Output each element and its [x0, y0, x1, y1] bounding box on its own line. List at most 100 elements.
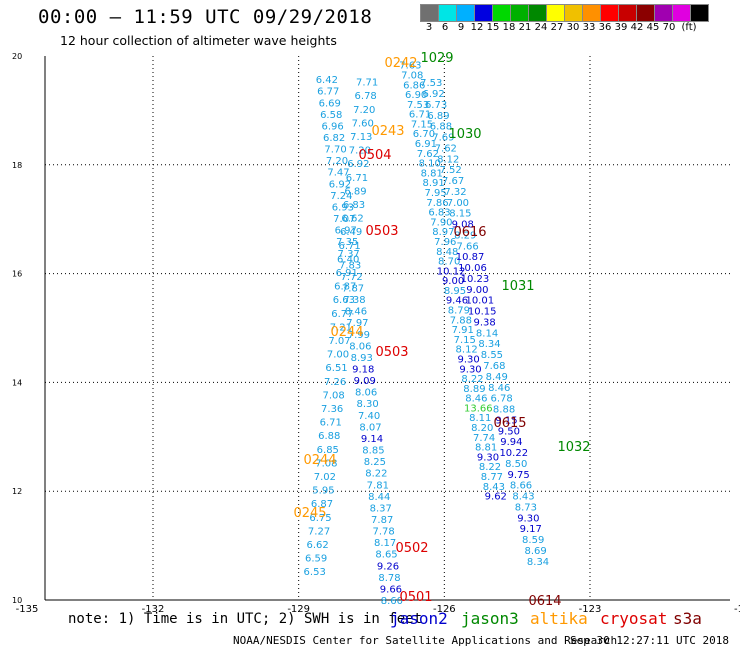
wave-height-value: 6.97 [335, 226, 357, 237]
wave-height-value: 8.12 [437, 154, 459, 165]
wave-height-value: 7.87 [342, 283, 364, 294]
wave-height-value: 7.66 [457, 241, 479, 252]
wave-height-value: 8.22 [365, 469, 387, 480]
wave-height-value: 7.20 [349, 146, 371, 157]
wave-height-value: 13.66 [464, 403, 493, 414]
colorbar-tick-label: 21 [518, 22, 532, 33]
wave-height-value: 8.34 [478, 339, 500, 350]
wave-height-value: 8.48 [436, 247, 458, 258]
wave-height-value: 9.30 [477, 452, 499, 463]
pass-label: 0244 [330, 325, 363, 340]
wave-height-value: 8.55 [481, 350, 503, 361]
wave-height-value: 7.35 [336, 237, 358, 248]
wave-height-value: 8.15 [449, 209, 471, 220]
wave-height-value: 6.53 [304, 567, 326, 578]
wave-height-value: 6.92 [329, 179, 351, 190]
wave-height-value: 6.82 [323, 133, 345, 144]
wave-height-value: 6.71 [409, 110, 431, 121]
pass-label: 0503 [375, 345, 408, 360]
wave-height-value: 6.71 [339, 241, 361, 252]
wave-height-value: 5.95 [312, 486, 334, 497]
wave-height-value: 7.20 [326, 156, 348, 167]
wave-height-value: 6.85 [317, 445, 339, 456]
footer-note: note: 1) Time is in UTC; 2) SWH is in fe… [68, 611, 423, 627]
colorbar-tick-label: 15 [486, 22, 500, 33]
wave-height-value: 8.50 [505, 459, 527, 470]
wave-height-value: 8.06 [355, 388, 377, 399]
colorbar-tick-label: 33 [582, 22, 596, 33]
wave-height-value: 9.15 [495, 415, 517, 426]
wave-height-value: 6.83 [343, 200, 365, 211]
x-tick-label: -120 [734, 604, 740, 615]
wave-height-value: 10.23 [461, 274, 490, 285]
wave-height-value: 7.95 [424, 188, 446, 199]
wave-height-value: 7.07 [333, 214, 355, 225]
wave-height-value: 7.15 [454, 335, 476, 346]
wave-height-value: 6.42 [316, 75, 338, 86]
wave-height-value: 6.92 [423, 89, 445, 100]
wave-height-value: 8.44 [368, 492, 390, 503]
wave-height-value: 7.07 [328, 336, 350, 347]
wave-height-value: 8.93 [351, 353, 373, 364]
wave-height-value: 7.32 [444, 187, 466, 198]
wave-height-value: 7.99 [348, 330, 370, 341]
wave-height-value: 6.89 [427, 111, 449, 122]
wave-height-value: 7.62 [417, 149, 439, 160]
wave-height-value: 10.15 [468, 307, 497, 318]
wave-height-value: 9.09 [354, 376, 376, 387]
wave-height-value: 9.08 [452, 220, 474, 231]
wave-height-value: 6.75 [309, 513, 331, 524]
wave-height-value: 6.91 [415, 139, 437, 150]
wave-height-value: 9.66 [380, 584, 402, 595]
colorbar-tick-label: 45 [646, 22, 660, 33]
wave-height-value: 7.72 [340, 272, 362, 283]
wave-height-value: 10.87 [456, 252, 485, 263]
colorbar [420, 4, 709, 22]
y-tick-label: 14 [12, 378, 22, 387]
wave-height-value: 6.51 [325, 363, 347, 374]
colorbar-labels: 3 6 9 12 15 18 21 24 27 30 33 36 39 42 45 70 (ft) [421, 22, 740, 36]
wave-height-value: 7.67 [442, 176, 464, 187]
wave-height-value: 7.62 [435, 143, 457, 154]
y-tick-label: 18 [12, 161, 22, 170]
wave-height-value: 9.17 [520, 524, 542, 535]
wave-height-value: 7.40 [358, 411, 380, 422]
wave-height-value: 6.78 [355, 91, 377, 102]
wave-height-value: 8.59 [522, 535, 544, 546]
wave-height-value: 8.06 [349, 341, 371, 352]
pass-label: 1032 [557, 440, 590, 455]
pass-label: 0616 [453, 225, 486, 240]
wave-height-value: 7.21 [330, 322, 352, 333]
wave-height-value: 8.88 [493, 405, 515, 416]
wave-height-value: 7.52 [440, 165, 462, 176]
wave-height-value: 7.08 [315, 458, 337, 469]
wave-height-value: 7.60 [352, 118, 374, 129]
wave-height-value: 7.81 [367, 480, 389, 491]
wave-height-value: 8.77 [481, 472, 503, 483]
wave-height-value: 8.60 [381, 596, 403, 607]
wave-height-value: 7.27 [308, 526, 330, 537]
x-tick-label: -129 [287, 604, 310, 615]
wave-height-value: 8.46 [465, 394, 487, 405]
wave-height-value: 7.88 [450, 315, 472, 326]
wave-height-value: 8.11 [469, 413, 491, 424]
wave-height-value: 6.78 [490, 394, 512, 405]
wave-height-value: 9.30 [459, 364, 481, 375]
wave-height-value: 7.86 [426, 198, 448, 209]
wave-height-value: 6.58 [320, 110, 342, 121]
wave-height-value: 7.15 [411, 119, 433, 130]
wave-height-value: 8.85 [362, 446, 384, 457]
wave-height-value: 8.37 [370, 503, 392, 514]
wave-height-value: 6.89 [344, 186, 366, 197]
wave-height-value: 9.30 [517, 513, 539, 524]
colorbar-tick-label: 18 [502, 22, 516, 33]
wave-height-value: 6.59 [305, 554, 327, 565]
wave-height-value: 7.00 [327, 350, 349, 361]
wave-height-value: 8.43 [483, 482, 505, 493]
pass-label: 0243 [371, 124, 404, 139]
wave-height-value: 8.49 [486, 372, 508, 383]
colorbar-tick-label: 42 [630, 22, 644, 33]
generated-timestamp: Sep 30 12:27:11 UTC 2018 [570, 634, 729, 647]
wave-height-value: 7.08 [401, 70, 423, 81]
